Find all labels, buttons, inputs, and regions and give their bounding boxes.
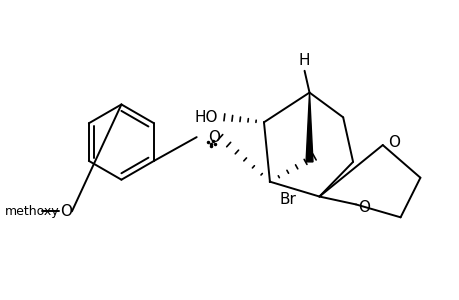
Text: methoxy: methoxy [5,205,60,218]
Text: O: O [60,204,72,219]
Polygon shape [305,93,312,162]
Text: Br: Br [279,192,296,207]
Text: O: O [357,200,369,215]
Text: O: O [387,135,399,150]
Text: O: O [208,130,220,145]
Text: H: H [298,53,310,68]
Text: HO: HO [195,110,218,125]
